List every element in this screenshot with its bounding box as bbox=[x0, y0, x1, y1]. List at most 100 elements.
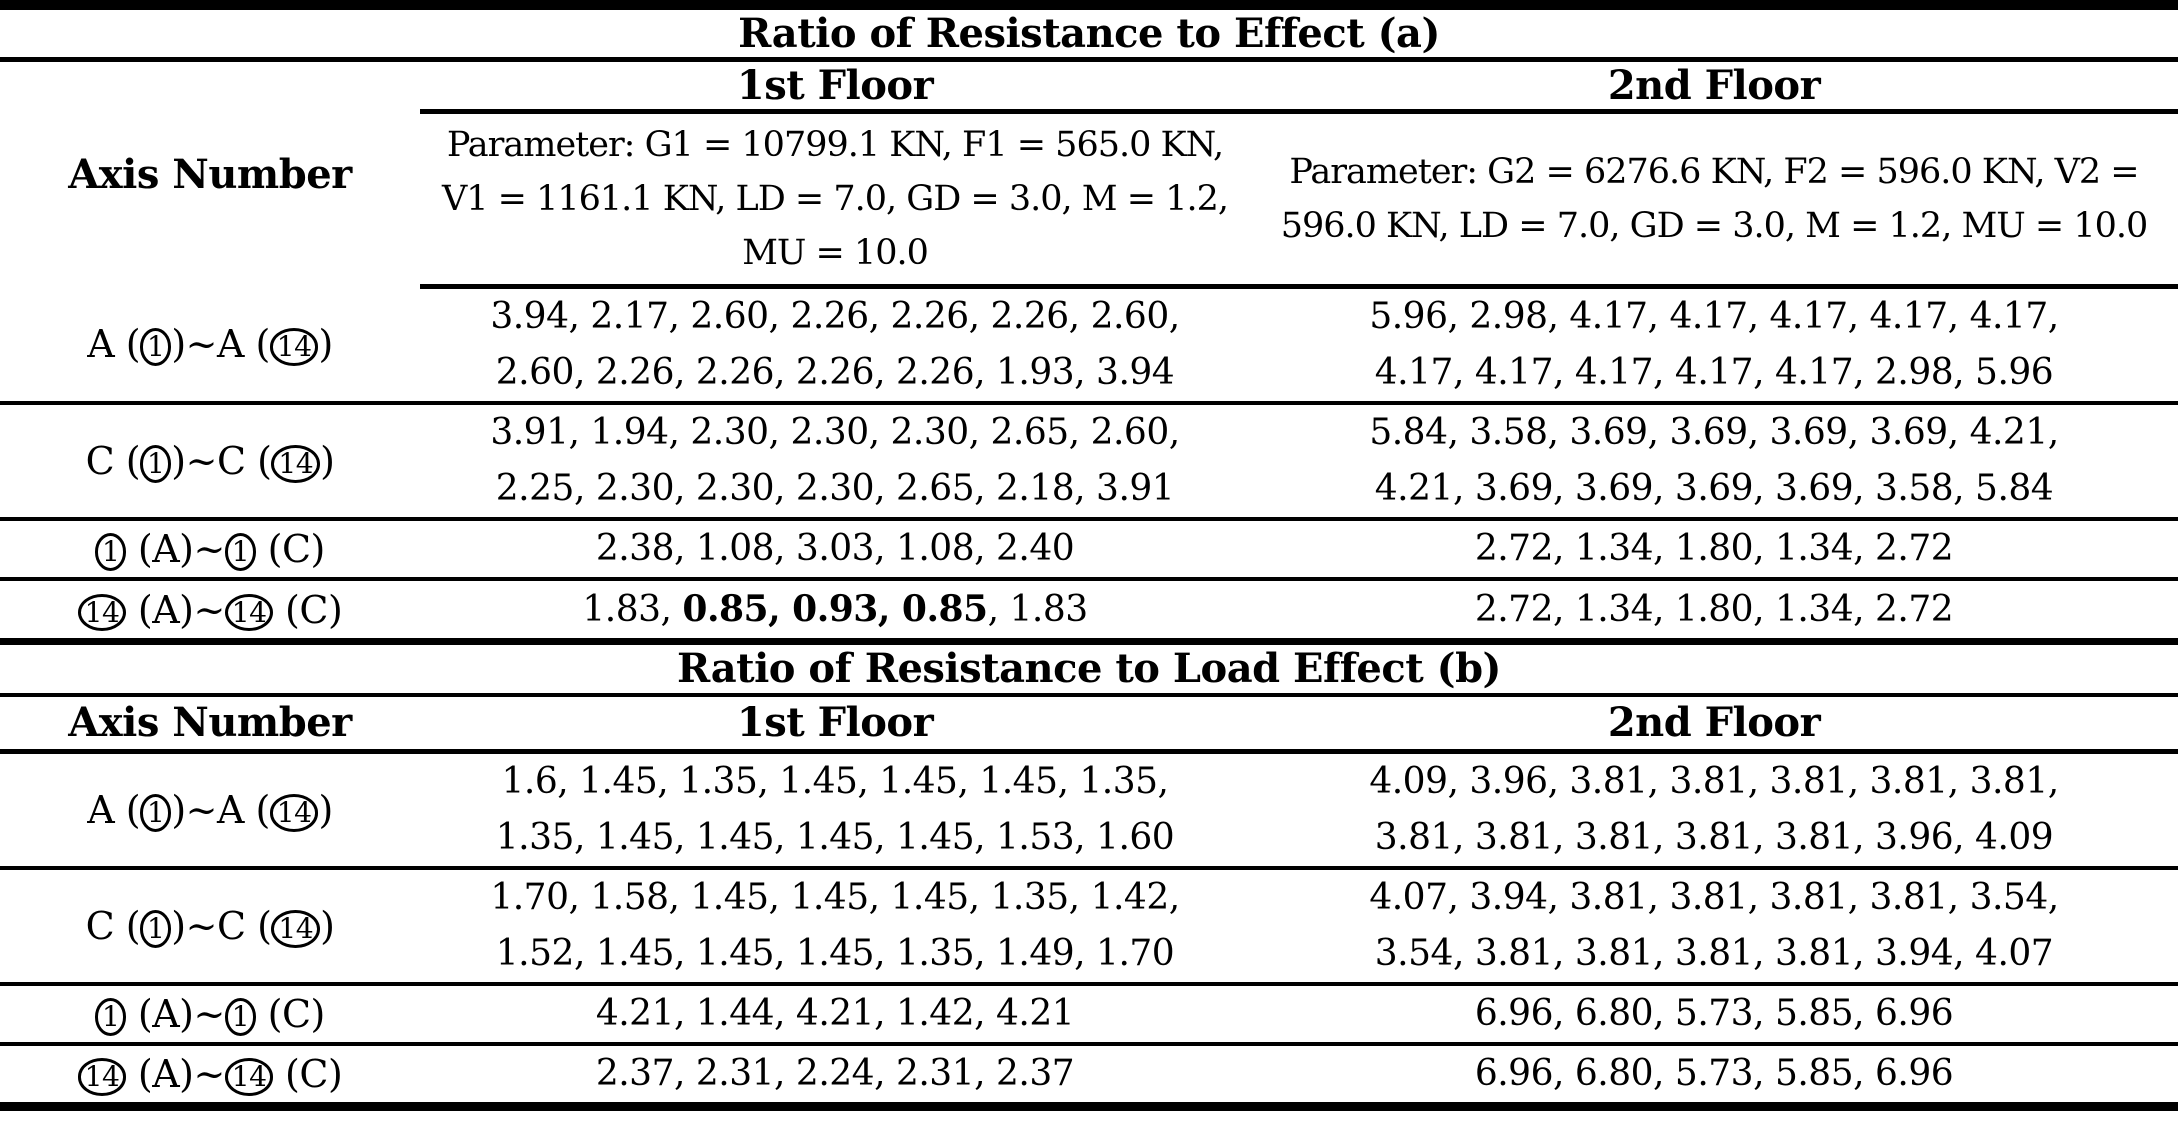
values-line: 2.60, 2.26, 2.26, 2.26, 2.26, 1.93, 3.94 bbox=[495, 352, 1175, 393]
table-row-b-axis-C: C (1)~C (14) 1.70, 1.58, 1.45, 1.45, 1.4… bbox=[0, 868, 2178, 986]
section-b-title: Ratio of Resistance to Load Effect (b) bbox=[0, 641, 2178, 697]
circled-number: 1 bbox=[140, 794, 172, 832]
values-line: 4.07, 3.94, 3.81, 3.81, 3.81, 3.81, 3.54… bbox=[1369, 877, 2059, 918]
axis-text: )~C ( bbox=[171, 904, 272, 948]
axis-text: ) bbox=[318, 788, 333, 832]
table-row-a-axis-1: 1 (A)~ 1 (C) 2.38, 1.08, 3.03, 1.08, 2.40… bbox=[0, 519, 2178, 581]
values-line: 3.94, 2.17, 2.60, 2.26, 2.26, 2.26, 2.60… bbox=[490, 296, 1180, 337]
values-line: 4.17, 4.17, 4.17, 4.17, 4.17, 2.98, 5.96 bbox=[1374, 352, 2054, 393]
floor1-values: 3.94, 2.17, 2.60, 2.26, 2.26, 2.26, 2.60… bbox=[420, 286, 1250, 405]
section-b-header-row: Axis Number 1st Floor 2nd Floor bbox=[0, 694, 2178, 754]
values-line: 3.54, 3.81, 3.81, 3.81, 3.81, 3.94, 4.07 bbox=[1374, 933, 2054, 974]
axis-label: A (1)~A (14) bbox=[0, 286, 420, 405]
table-row-b-axis-1: 1 (A)~ 1 (C) 4.21, 1.44, 4.21, 1.42, 4.21… bbox=[0, 984, 2178, 1046]
floor2-values: 4.09, 3.96, 3.81, 3.81, 3.81, 3.81, 3.81… bbox=[1250, 751, 2178, 870]
floor2-values: 5.96, 2.98, 4.17, 4.17, 4.17, 4.17, 4.17… bbox=[1250, 286, 2178, 405]
section-a-floor2-header: 2nd Floor bbox=[1250, 59, 2178, 114]
values-line: 1.35, 1.45, 1.45, 1.45, 1.45, 1.53, 1.60 bbox=[495, 817, 1175, 858]
section-b-axis-header: Axis Number bbox=[0, 694, 420, 754]
axis-text: )~A ( bbox=[171, 788, 270, 832]
floor1-values: 2.37, 2.31, 2.24, 2.31, 2.37 bbox=[420, 1044, 1250, 1111]
axis-label: 14 (A)~ 14 (C) bbox=[0, 579, 420, 645]
axis-label: C (1)~C (14) bbox=[0, 403, 420, 521]
values-line: 6.96, 6.80, 5.73, 5.85, 6.96 bbox=[1474, 993, 1954, 1034]
section-a-axis-header: Axis Number bbox=[68, 150, 352, 198]
circled-number: 14 bbox=[269, 794, 319, 832]
circled-number: 14 bbox=[269, 328, 319, 366]
values-line: 2.37, 2.31, 2.24, 2.31, 2.37 bbox=[595, 1053, 1075, 1094]
floor2-values: 6.96, 6.80, 5.73, 5.85, 6.96 bbox=[1250, 1044, 2178, 1111]
floor1-parameters: Parameter: G1 = 10799.1 KN, F1 = 565.0 K… bbox=[420, 111, 1250, 289]
values-line: 2.72, 1.34, 1.80, 1.34, 2.72 bbox=[1474, 588, 1954, 630]
section-a-floor1-header: 1st Floor bbox=[420, 59, 1250, 114]
values-line: 4.21, 1.44, 4.21, 1.42, 4.21 bbox=[595, 993, 1075, 1034]
circled-number: 14 bbox=[271, 910, 321, 948]
circled-number: 1 bbox=[140, 328, 172, 366]
values-line: 4.09, 3.96, 3.81, 3.81, 3.81, 3.81, 3.81… bbox=[1369, 761, 2059, 802]
values-line: 2.72, 1.34, 1.80, 1.34, 2.72 bbox=[1474, 528, 1954, 569]
values-line: 1.52, 1.45, 1.45, 1.45, 1.35, 1.49, 1.70 bbox=[495, 933, 1175, 974]
axis-text: ) bbox=[320, 904, 335, 948]
circled-number: 14 bbox=[224, 593, 274, 632]
axis-text: )~C ( bbox=[171, 439, 272, 483]
axis-text: )~A ( bbox=[171, 321, 270, 366]
values-line: 4.21, 3.69, 3.69, 3.69, 3.69, 3.58, 5.84 bbox=[1374, 468, 2054, 509]
axis-label: 14 (A)~ 14 (C) bbox=[0, 1044, 420, 1111]
parameter-line: MU = 10.0 bbox=[742, 233, 929, 273]
axis-text: A ( bbox=[87, 788, 141, 832]
floor2-values: 2.72, 1.34, 1.80, 1.34, 2.72 bbox=[1250, 519, 2178, 581]
axis-label: 1 (A)~ 1 (C) bbox=[0, 519, 420, 581]
table-row-a-axis-A: A (1)~A (14) 3.94, 2.17, 2.60, 2.26, 2.2… bbox=[0, 286, 2178, 405]
floor1-values: 1.83, 0.85, 0.93, 0.85, 1.83 bbox=[420, 579, 1250, 645]
circled-number: 14 bbox=[77, 593, 127, 632]
table-row-b-axis-A: A (1)~A (14) 1.6, 1.45, 1.35, 1.45, 1.45… bbox=[0, 751, 2178, 870]
circled-number: 14 bbox=[271, 445, 321, 483]
section-b-floor2-header: 2nd Floor bbox=[1250, 694, 2178, 754]
floor1-values: 2.38, 1.08, 3.03, 1.08, 2.40 bbox=[420, 519, 1250, 581]
parameter-line: V1 = 1161.1 KN, LD = 7.0, GD = 3.0, M = … bbox=[441, 179, 1229, 219]
table-row-a-axis-14: 14 (A)~ 14 (C) 1.83, 0.85, 0.93, 0.85, 1.… bbox=[0, 579, 2178, 645]
values-text: 1.83, bbox=[582, 589, 683, 630]
circled-number: 1 bbox=[140, 445, 172, 483]
values-line: 5.96, 2.98, 4.17, 4.17, 4.17, 4.17, 4.17… bbox=[1369, 296, 2059, 337]
axis-text: ) bbox=[318, 321, 333, 366]
circled-number: 1 bbox=[140, 910, 172, 948]
circled-number: 1 bbox=[224, 998, 257, 1036]
floor2-values: 2.72, 1.34, 1.80, 1.34, 2.72 bbox=[1250, 579, 2178, 645]
values-line: 3.91, 1.94, 2.30, 2.30, 2.30, 2.65, 2.60… bbox=[490, 412, 1180, 453]
values-line: 3.81, 3.81, 3.81, 3.81, 3.81, 3.96, 4.09 bbox=[1374, 817, 2054, 858]
floor1-values: 1.6, 1.45, 1.35, 1.45, 1.45, 1.45, 1.35,… bbox=[420, 751, 1250, 870]
axis-text: (A)~ bbox=[126, 1052, 225, 1096]
floor2-values: 4.07, 3.94, 3.81, 3.81, 3.81, 3.81, 3.54… bbox=[1250, 868, 2178, 986]
values-text-bold: 0.85, 0.93, 0.85 bbox=[682, 588, 988, 630]
parameter-line: Parameter: G2 = 6276.6 KN, F2 = 596.0 KN… bbox=[1289, 152, 2139, 192]
values-line: 2.38, 1.08, 3.03, 1.08, 2.40 bbox=[595, 528, 1075, 569]
circled-number: 14 bbox=[77, 1058, 127, 1096]
values-line: 5.84, 3.58, 3.69, 3.69, 3.69, 3.69, 4.21… bbox=[1369, 412, 2059, 453]
parameter-line: 596.0 KN, LD = 7.0, GD = 3.0, M = 1.2, M… bbox=[1280, 206, 2149, 246]
axis-text: (C) bbox=[273, 1052, 343, 1096]
circled-number: 1 bbox=[224, 533, 257, 571]
values-line: 6.96, 6.80, 5.73, 5.85, 6.96 bbox=[1474, 1053, 1954, 1094]
floor1-values: 4.21, 1.44, 4.21, 1.42, 4.21 bbox=[420, 984, 1250, 1046]
section-a-title-row: Ratio of Resistance to Effect (a) bbox=[0, 0, 2178, 62]
section-b-floor1-header: 1st Floor bbox=[420, 694, 1250, 754]
table-row-b-axis-14: 14 (A)~ 14 (C) 2.37, 2.31, 2.24, 2.31, 2.… bbox=[0, 1044, 2178, 1111]
axis-label: C (1)~C (14) bbox=[0, 868, 420, 986]
axis-text: (A)~ bbox=[126, 992, 225, 1036]
axis-text: (A)~ bbox=[126, 527, 225, 571]
values-line: 1.70, 1.58, 1.45, 1.45, 1.45, 1.35, 1.42… bbox=[490, 877, 1180, 918]
floor2-values: 5.84, 3.58, 3.69, 3.69, 3.69, 3.69, 4.21… bbox=[1250, 403, 2178, 521]
axis-text: C ( bbox=[85, 904, 141, 948]
axis-label: 1 (A)~ 1 (C) bbox=[0, 984, 420, 1046]
table-row-a-axis-C: C (1)~C (14) 3.91, 1.94, 2.30, 2.30, 2.3… bbox=[0, 403, 2178, 521]
floor1-values: 3.91, 1.94, 2.30, 2.30, 2.30, 2.65, 2.60… bbox=[420, 403, 1250, 521]
section-a-floor-header-row: Axis Number 1st Floor 2nd Floor bbox=[0, 59, 2178, 198]
circled-number: 14 bbox=[224, 1058, 274, 1096]
axis-label: A (1)~A (14) bbox=[0, 751, 420, 870]
values-line: 2.25, 2.30, 2.30, 2.30, 2.65, 2.18, 3.91 bbox=[495, 468, 1175, 509]
axis-text: (A)~ bbox=[126, 587, 225, 632]
circled-number: 1 bbox=[95, 533, 127, 571]
floor2-parameters: Parameter: G2 = 6276.6 KN, F2 = 596.0 KN… bbox=[1250, 111, 2178, 289]
